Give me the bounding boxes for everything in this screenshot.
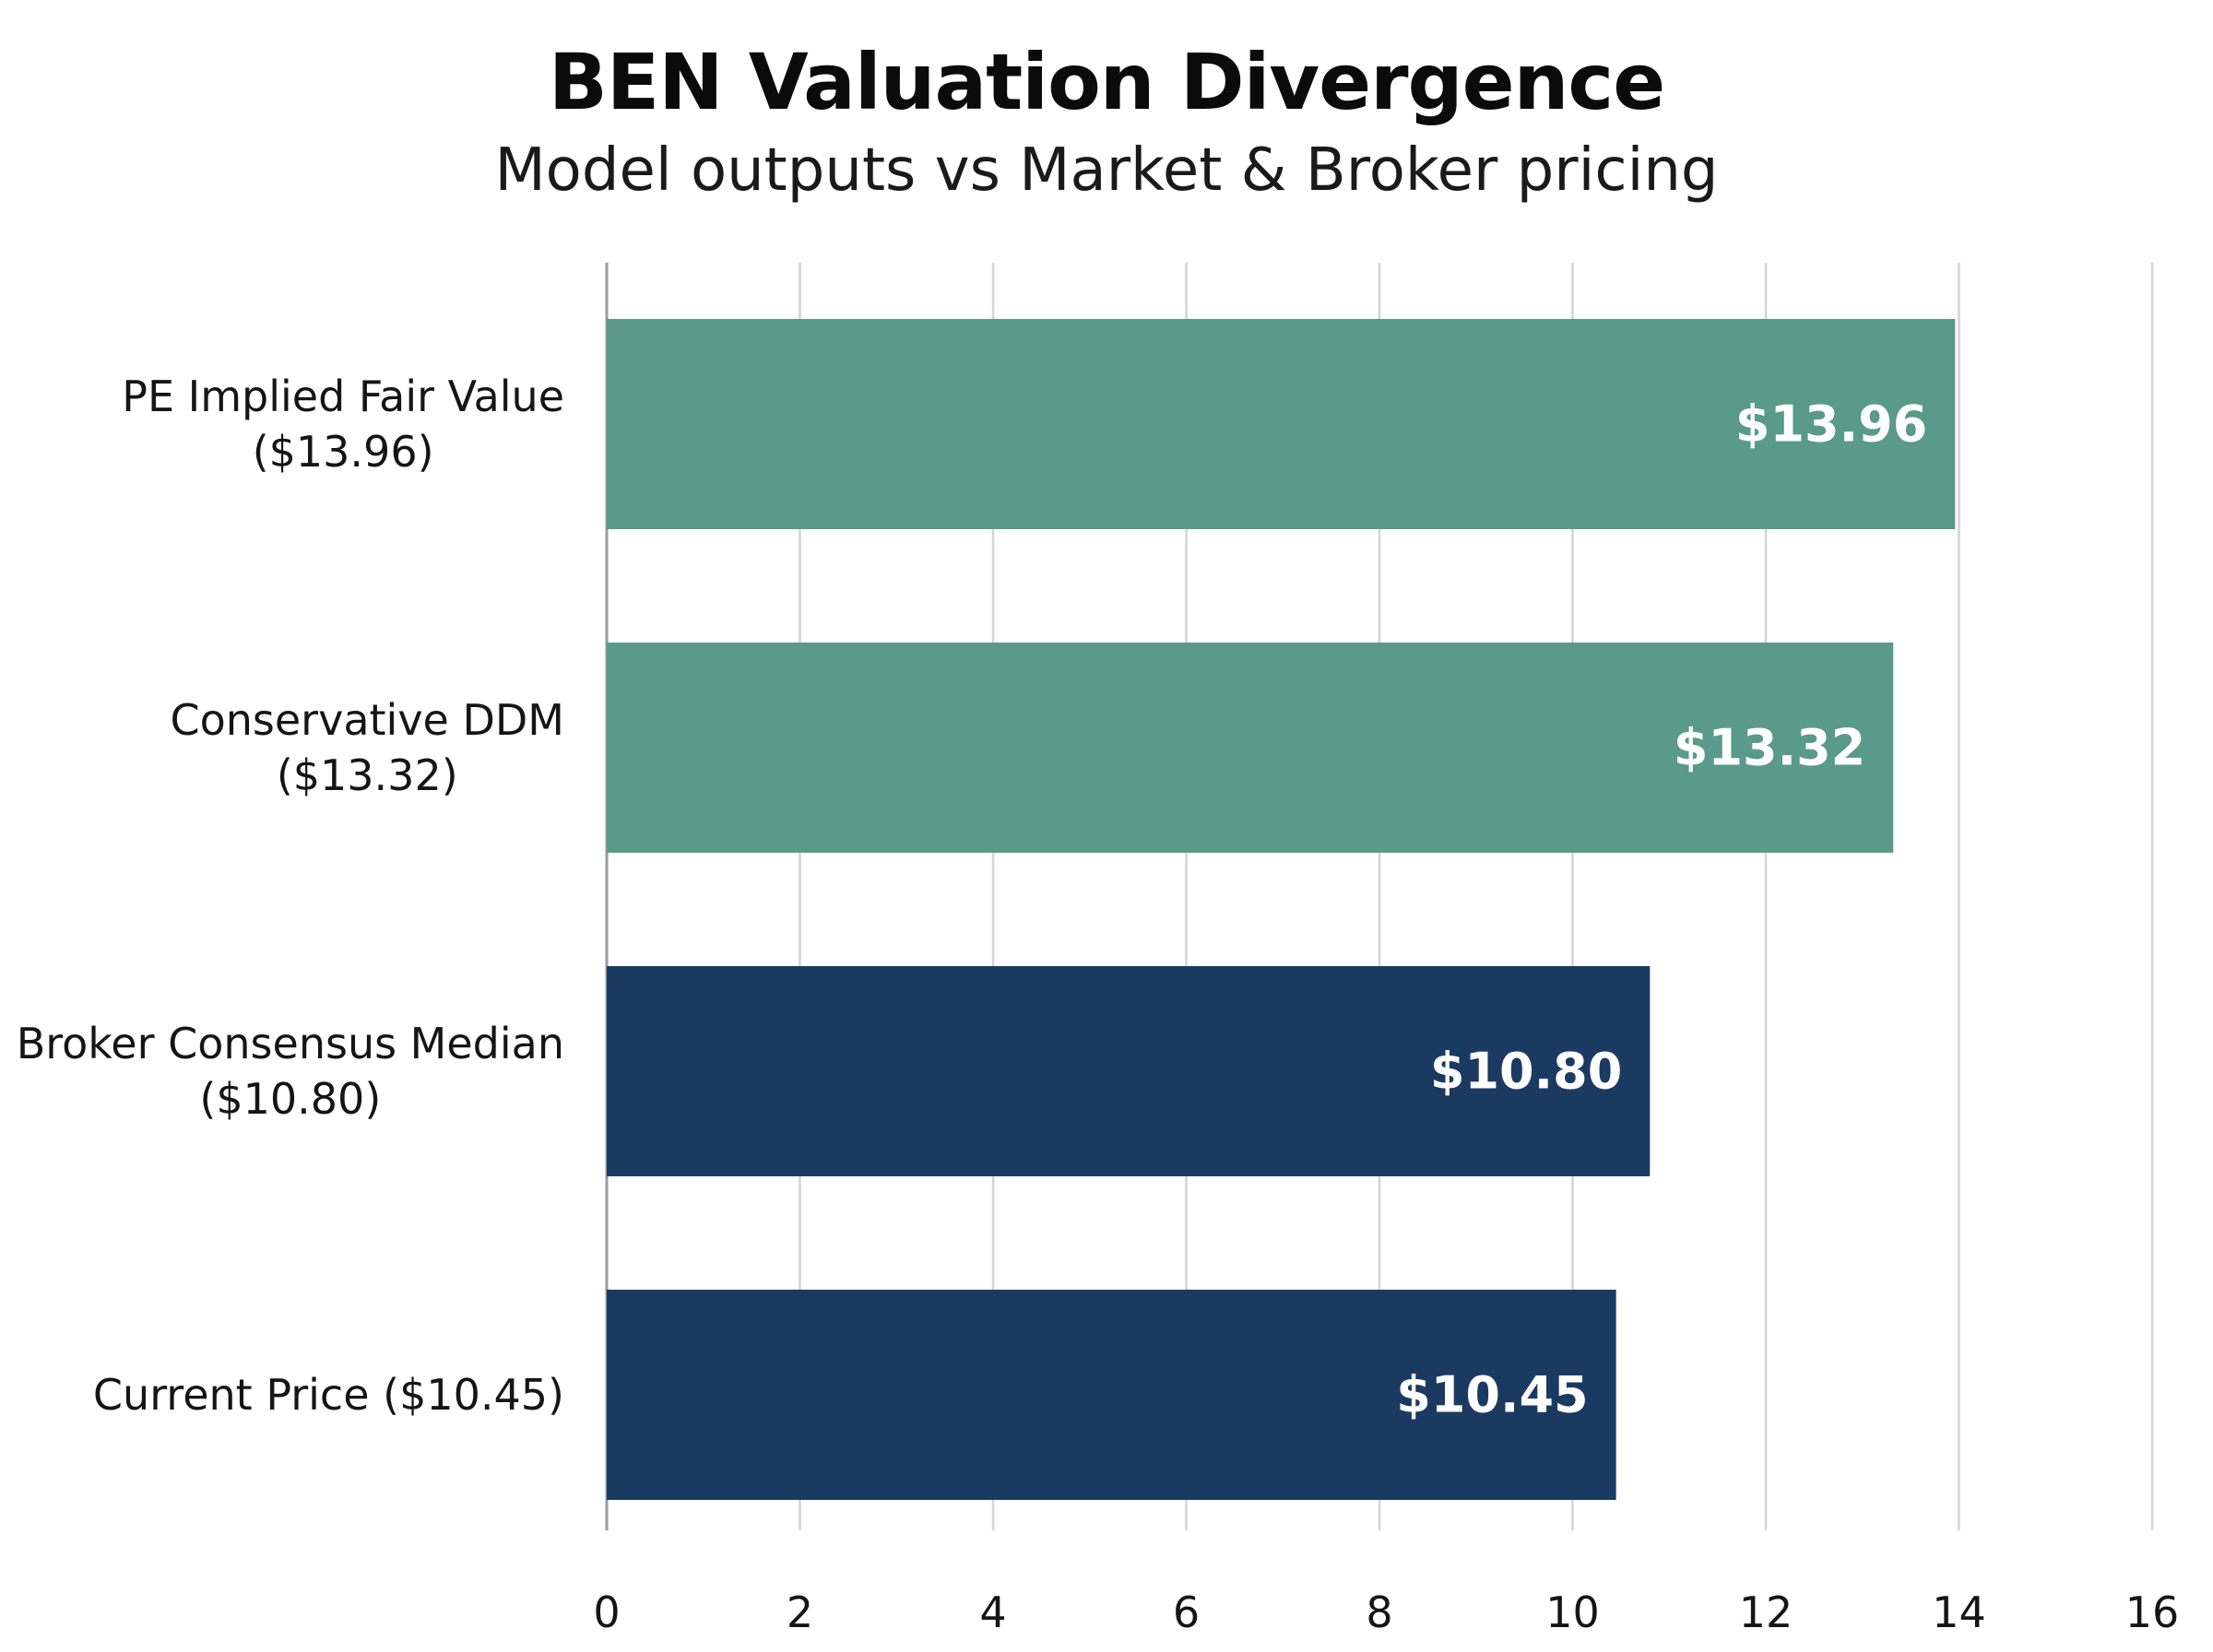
chart-title: BEN Valuation Divergence xyxy=(548,37,1665,127)
x-tick-label: 12 xyxy=(1739,1587,1793,1637)
bar xyxy=(607,319,1956,529)
category-label-line: Current Price ($10.45) xyxy=(93,1370,564,1420)
bar-value-label: $13.32 xyxy=(1674,719,1865,777)
category-label-line: ($13.96) xyxy=(253,427,434,477)
bars: $13.96 $13.32 $10.80 $10.45 xyxy=(607,319,1956,1500)
category-label: Conservative DDM ($13.32) xyxy=(171,695,565,800)
x-tick-label: 8 xyxy=(1366,1587,1392,1637)
category-labels: PE Implied Fair Value ($13.96) Conservativ… xyxy=(17,372,564,1420)
bar xyxy=(607,643,1894,853)
bar-value-label: $10.45 xyxy=(1396,1366,1588,1424)
category-label: Broker Consensus Median ($10.80) xyxy=(17,1019,564,1124)
bar xyxy=(607,1290,1616,1500)
category-label-line: Conservative DDM xyxy=(171,695,565,745)
x-tick-label: 10 xyxy=(1545,1587,1600,1637)
x-tick-label: 0 xyxy=(593,1587,620,1637)
x-tick-label: 14 xyxy=(1932,1587,1986,1637)
category-label-line: Broker Consensus Median xyxy=(17,1019,564,1068)
x-axis-ticks: 0 2 4 6 8 10 12 14 16 xyxy=(593,1587,2179,1637)
category-label-line: ($13.32) xyxy=(277,750,458,800)
x-tick-label: 2 xyxy=(787,1587,813,1637)
category-label: Current Price ($10.45) xyxy=(93,1370,564,1420)
category-label-line: PE Implied Fair Value xyxy=(122,372,564,421)
bar-value-label: $10.80 xyxy=(1430,1043,1622,1101)
x-tick-label: 6 xyxy=(1173,1587,1200,1637)
x-tick-label: 4 xyxy=(979,1587,1006,1637)
bar-value-label: $13.96 xyxy=(1735,395,1927,454)
chart-subtitle: Model outputs vs Market & Broker pricing xyxy=(494,136,1719,205)
x-tick-label: 16 xyxy=(2125,1587,2180,1637)
category-label-line: ($10.80) xyxy=(199,1074,381,1124)
category-label: PE Implied Fair Value ($13.96) xyxy=(122,372,564,477)
bar xyxy=(607,966,1651,1176)
